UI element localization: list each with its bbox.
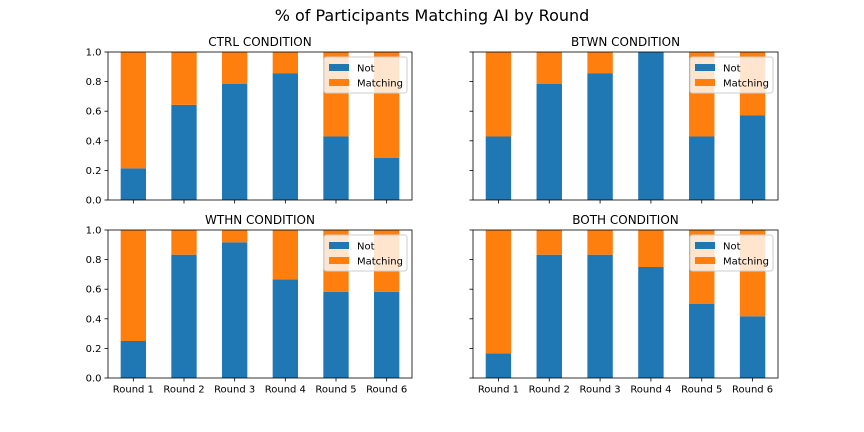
axes-frame xyxy=(472,229,779,379)
legend-swatch-matching xyxy=(329,79,349,86)
axes-frame xyxy=(472,51,779,201)
subplot-2: BTWN CONDITION Not Matching xyxy=(469,35,779,204)
bar-not-round-3 xyxy=(587,254,613,378)
x-tick-label: Round 3 xyxy=(579,385,620,396)
bar-matching-round-1 xyxy=(485,230,512,354)
legend-swatch-matching xyxy=(695,257,715,264)
y-tick-label: 1.0 xyxy=(86,226,102,237)
bar-not-round-4 xyxy=(638,267,664,378)
bar-not-round-6 xyxy=(739,115,766,200)
legend-swatch-not xyxy=(329,242,349,249)
axes-frame xyxy=(107,229,413,379)
bar-matching-round-4 xyxy=(272,52,298,74)
x-tick-label: Round 4 xyxy=(630,385,671,396)
y-tick-label: 0.6 xyxy=(86,107,102,118)
bar-not-round-1 xyxy=(120,341,146,378)
bar-matching-round-3 xyxy=(587,230,613,255)
subplot-1: 0.0 0.2 0.4 0.6 0.8 1.0 CTRL CONDITION Not Match… xyxy=(86,35,413,207)
x-tick-label: Round 2 xyxy=(529,385,570,396)
figure-title: % of Participants Matching AI by Round xyxy=(275,6,590,25)
bar-not-round-5 xyxy=(323,291,349,378)
bar-matching-round-4 xyxy=(272,230,298,280)
legend-label-not: Not xyxy=(357,242,375,253)
x-tick-label: Round 1 xyxy=(113,385,154,396)
legend-label-matching: Matching xyxy=(357,79,403,90)
bar-not-round-2 xyxy=(536,83,562,200)
bar-matching-round-2 xyxy=(171,52,197,105)
panels: 0.0 0.2 0.4 0.6 0.8 1.0 CTRL CONDITION Not Match… xyxy=(86,35,779,396)
y-tick-label: 1.0 xyxy=(86,48,102,59)
bar-matching-round-3 xyxy=(222,52,248,84)
bar-not-round-5 xyxy=(323,136,349,200)
bar-matching-round-1 xyxy=(120,230,146,341)
subplot-title: BOTH CONDITION xyxy=(572,213,679,227)
bar-not-round-4 xyxy=(272,73,298,200)
bar-not-round-2 xyxy=(171,254,197,378)
subplot-title: BTWN CONDITION xyxy=(571,35,680,49)
legend-label-not: Not xyxy=(723,64,741,75)
bar-matching-round-1 xyxy=(485,52,512,137)
bar-not-round-6 xyxy=(739,316,766,378)
bar-not-round-6 xyxy=(374,291,400,378)
bar-not-round-4 xyxy=(638,52,664,200)
y-tick-label: 0.0 xyxy=(86,374,102,385)
y-tick-label: 0.6 xyxy=(86,285,102,296)
legend-label-matching: Matching xyxy=(357,257,403,268)
bar-not-round-5 xyxy=(689,304,715,378)
x-tick-label: Round 2 xyxy=(163,385,204,396)
x-tick-label: Round 5 xyxy=(681,385,722,396)
y-tick-label: 0.2 xyxy=(86,166,102,177)
bar-not-round-2 xyxy=(536,254,562,378)
bar-not-round-6 xyxy=(374,157,400,200)
bar-not-round-1 xyxy=(120,168,146,200)
x-tick-label: Round 4 xyxy=(265,385,306,396)
legend-swatch-matching xyxy=(695,79,715,86)
subplot-4: Round 1 Round 2 Round 3 Round 4 Round 5 Round… xyxy=(469,213,779,396)
bar-not-round-1 xyxy=(485,136,512,200)
y-tick-label: 0.2 xyxy=(86,344,102,355)
subplot-title: CTRL CONDITION xyxy=(208,35,311,49)
x-tick-label: Round 3 xyxy=(214,385,255,396)
legend: Not Matching xyxy=(323,56,408,94)
y-tick-label: 0.8 xyxy=(86,77,102,88)
legend-label-not: Not xyxy=(357,64,375,75)
y-tick-label: 0.4 xyxy=(86,314,102,325)
bar-not-round-5 xyxy=(689,136,715,200)
legend-label-matching: Matching xyxy=(723,257,769,268)
bar-not-round-3 xyxy=(222,83,248,200)
x-tick-label: Round 6 xyxy=(366,385,407,396)
legend-swatch-not xyxy=(695,64,715,71)
legend-swatch-not xyxy=(695,242,715,249)
bar-matching-round-2 xyxy=(536,230,562,255)
bar-matching-round-3 xyxy=(222,230,248,243)
legend-label-matching: Matching xyxy=(723,79,769,90)
legend-label-not: Not xyxy=(723,242,741,253)
bar-not-round-3 xyxy=(587,73,613,200)
legend-swatch-not xyxy=(329,64,349,71)
x-tick-label: Round 6 xyxy=(732,385,773,396)
subplot-3: 0.0 0.2 0.4 0.6 0.8 1.0 Round 1 Round 2 Round 3 R… xyxy=(86,213,413,396)
bar-matching-round-4 xyxy=(638,230,664,267)
bar-not-round-3 xyxy=(222,242,248,378)
legend: Not Matching xyxy=(689,234,774,272)
legend-swatch-matching xyxy=(329,257,349,264)
bar-not-round-1 xyxy=(485,353,512,378)
legend: Not Matching xyxy=(323,234,408,272)
subplot-title: WTHN CONDITION xyxy=(205,213,315,227)
bar-matching-round-1 xyxy=(120,52,146,169)
axes-frame xyxy=(107,51,413,201)
x-tick-label: Round 1 xyxy=(478,385,519,396)
bar-not-round-2 xyxy=(171,104,197,200)
bar-matching-round-3 xyxy=(587,52,613,74)
bar-matching-round-2 xyxy=(536,52,562,84)
bar-not-round-4 xyxy=(272,279,298,378)
x-tick-label: Round 5 xyxy=(315,385,356,396)
bar-matching-round-2 xyxy=(171,230,197,255)
legend: Not Matching xyxy=(689,56,774,94)
y-tick-label: 0.4 xyxy=(86,136,102,147)
y-tick-label: 0.8 xyxy=(86,255,102,266)
y-tick-label: 0.0 xyxy=(86,196,102,207)
